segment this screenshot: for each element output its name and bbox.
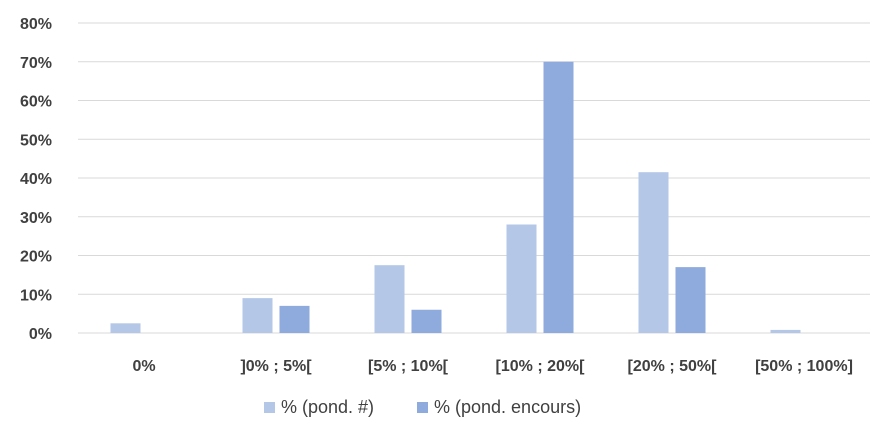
legend-label-pond-encours: % (pond. encours) xyxy=(434,397,581,417)
gridlines xyxy=(78,22,870,334)
bar-series-1-cat-2 xyxy=(411,309,442,333)
x-category-label: [5% ; 10%[ xyxy=(368,358,449,375)
bar-series-0-cat-1 xyxy=(242,298,273,333)
y-tick-label: 10% xyxy=(20,287,52,304)
legend-swatch-pond-encours xyxy=(417,402,428,413)
x-category-label: [10% ; 20%[ xyxy=(496,358,586,375)
bar-series-0-cat-0 xyxy=(110,323,141,333)
legend: % (pond. #) % (pond. encours) xyxy=(264,397,581,417)
x-category-label: [20% ; 50%[ xyxy=(628,358,718,375)
y-tick-label: 0% xyxy=(29,326,52,343)
bar-series-1-cat-1 xyxy=(279,305,310,333)
y-tick-label: 40% xyxy=(20,171,52,188)
bar-series-0-cat-3 xyxy=(506,224,537,333)
x-category-label: ]0% ; 5%[ xyxy=(240,358,312,375)
y-tick-label: 60% xyxy=(20,94,52,111)
y-axis-ticks: 0% 10% 20% 30% 40% 50% 60% 70% 80% xyxy=(20,16,52,343)
x-category-label: 0% xyxy=(132,358,155,375)
y-tick-label: 50% xyxy=(20,132,52,149)
bar-series-1-cat-3 xyxy=(543,61,574,333)
x-category-label: [50% ; 100%] xyxy=(755,358,853,375)
legend-swatch-pond-count xyxy=(264,402,275,413)
legend-label-pond-count: % (pond. #) xyxy=(281,397,374,417)
bars xyxy=(110,61,801,333)
bar-series-0-cat-4 xyxy=(638,172,669,333)
bar-series-1-cat-4 xyxy=(675,267,706,333)
x-axis-categories: 0% ]0% ; 5%[ [5% ; 10%[ [10% ; 20%[ [20% ; 5… xyxy=(132,358,852,375)
bar-series-0-cat-5 xyxy=(770,329,801,333)
y-tick-label: 80% xyxy=(20,16,52,33)
y-tick-label: 70% xyxy=(20,55,52,72)
bar-series-0-cat-2 xyxy=(374,265,405,333)
y-tick-label: 20% xyxy=(20,249,52,266)
y-tick-label: 30% xyxy=(20,210,52,227)
